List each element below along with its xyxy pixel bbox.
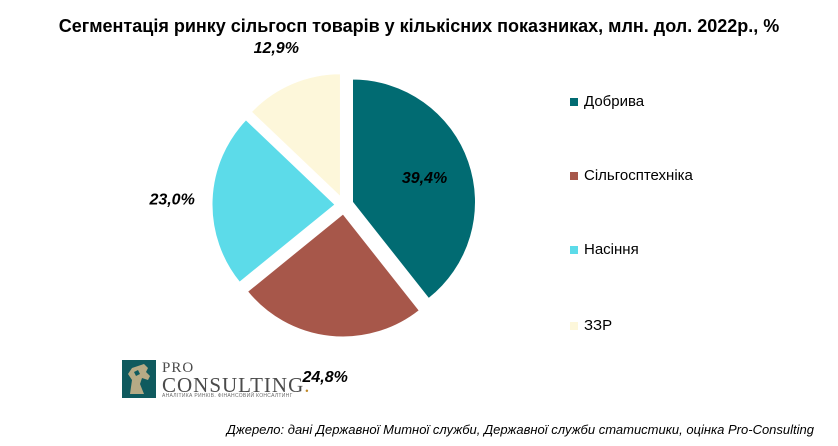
legend-swatch [570,171,578,180]
pie-slice-4 [250,73,341,198]
pro-consulting-logo: PRO CONSULTING. АНАЛІТИКА РИНКІВ. ФІНАНС… [122,360,322,402]
pie-slice-1 [352,78,477,300]
legend-label: Сільгосптехніка [584,167,693,184]
legend-item-4: ЗЗР [570,317,612,334]
logo-tagline: АНАЛІТИКА РИНКІВ. ФІНАНСОВИЙ КОНСАЛТИНГ [162,393,293,399]
slice-label-1: 39,4% [402,170,447,187]
legend-label: Добрива [584,93,645,110]
horse-logo-icon [122,360,156,398]
legend-swatch [570,321,578,330]
legend-item-1: Добрива [570,93,644,110]
legend-label: ЗЗР [584,317,613,334]
legend-swatch [570,97,578,106]
slice-label-3: 23,0% [148,191,194,208]
slice-label-2: 24,8% [301,369,347,386]
legend-label: Насіння [584,241,639,258]
logo-pro-text: PRO [162,360,195,376]
logo-consulting-text: CONSULTING. [162,373,311,397]
slice-label-4: 12,9% [254,40,299,57]
source-note: Джерело: дані Державної Митної служби, Д… [226,422,814,437]
pie-slice-3 [211,119,336,283]
legend-item-3: Насіння [570,241,639,258]
chart-title: Сегментація ринку сільгосп товарів у кіл… [58,16,780,36]
legend-item-2: Сільгосптехніка [570,167,693,184]
pie-slice-2 [246,213,420,338]
legend-swatch [570,245,578,254]
